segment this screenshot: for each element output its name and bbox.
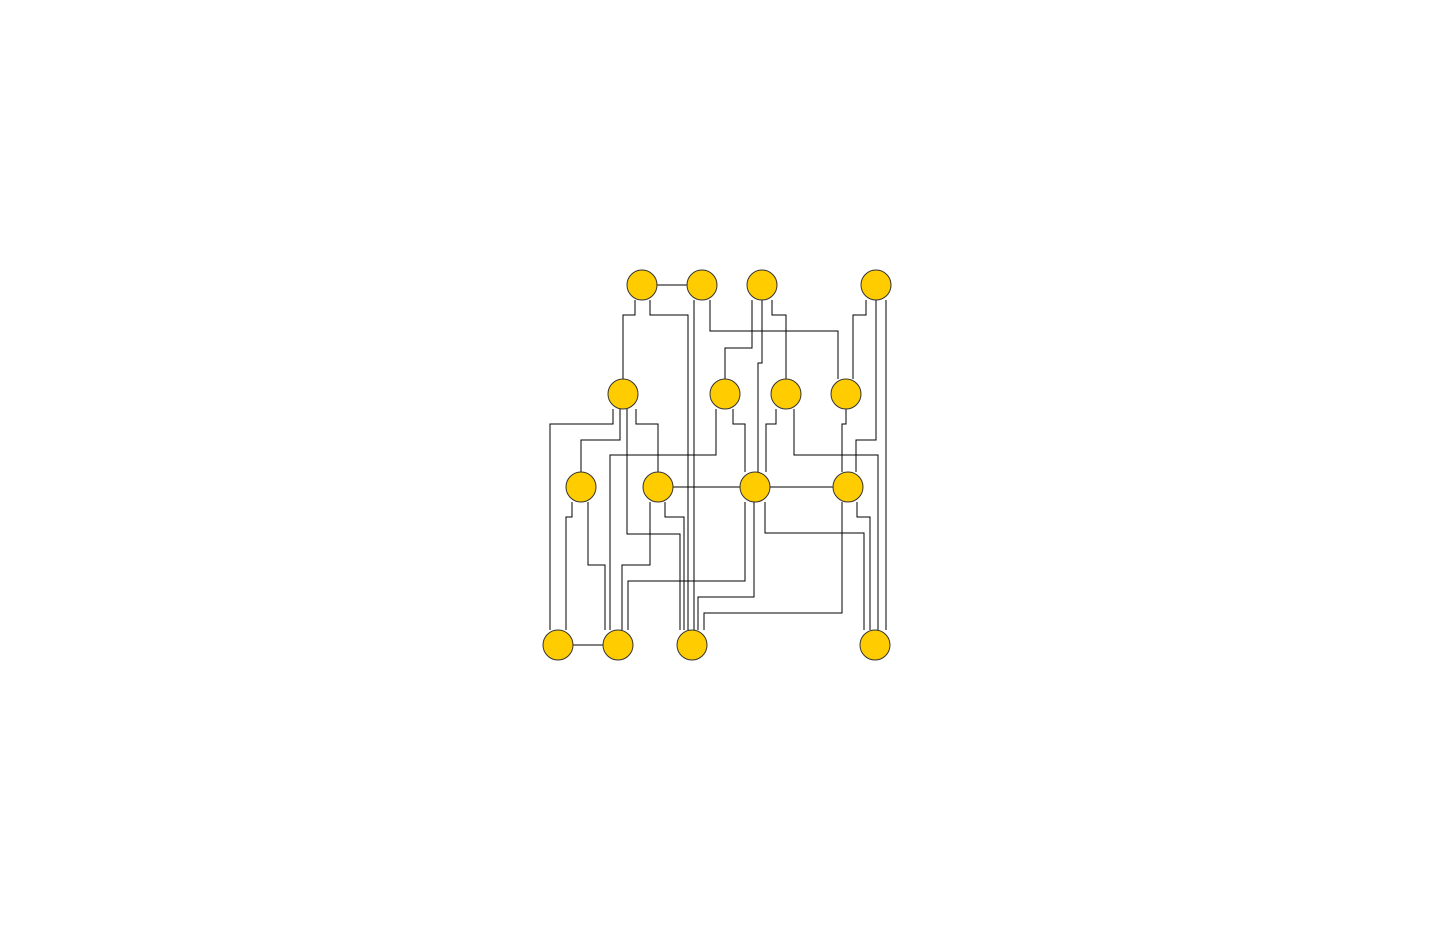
graph-node[interactable] [832,471,864,503]
edges-layer [549,284,887,646]
graph-node[interactable] [626,269,658,301]
edge [549,409,614,630]
edge [856,502,871,630]
graph-node[interactable] [542,629,574,661]
graph-node[interactable] [686,269,718,301]
edge [621,502,651,630]
graph-node[interactable] [642,471,674,503]
edge [627,502,746,630]
edge [703,502,843,630]
edge [732,409,746,472]
graph-node[interactable] [830,378,862,410]
graph-node[interactable] [770,378,802,410]
edge [855,300,877,472]
graph-node[interactable] [676,629,708,661]
edge [580,409,621,472]
graph-node[interactable] [709,378,741,410]
graph-node[interactable] [859,629,891,661]
edge [664,502,685,630]
edge [649,300,689,630]
graph-node[interactable] [565,471,597,503]
graph-node[interactable] [602,629,634,661]
edge [793,409,879,630]
graph-node[interactable] [739,471,771,503]
edge [771,300,787,379]
edge [765,409,777,472]
edge [697,502,755,630]
edge [565,502,573,630]
edge [709,300,839,379]
edge [635,409,659,472]
graph-node[interactable] [607,378,639,410]
edge [852,300,867,379]
graph-node[interactable] [746,269,778,301]
graph-node[interactable] [860,269,892,301]
edge [757,300,763,472]
edge [609,409,717,630]
edge [626,409,681,630]
nodes-layer [542,269,892,661]
edge [764,502,865,630]
edge [724,300,753,379]
edge [587,502,606,630]
edge [622,300,636,379]
edge [841,409,847,472]
